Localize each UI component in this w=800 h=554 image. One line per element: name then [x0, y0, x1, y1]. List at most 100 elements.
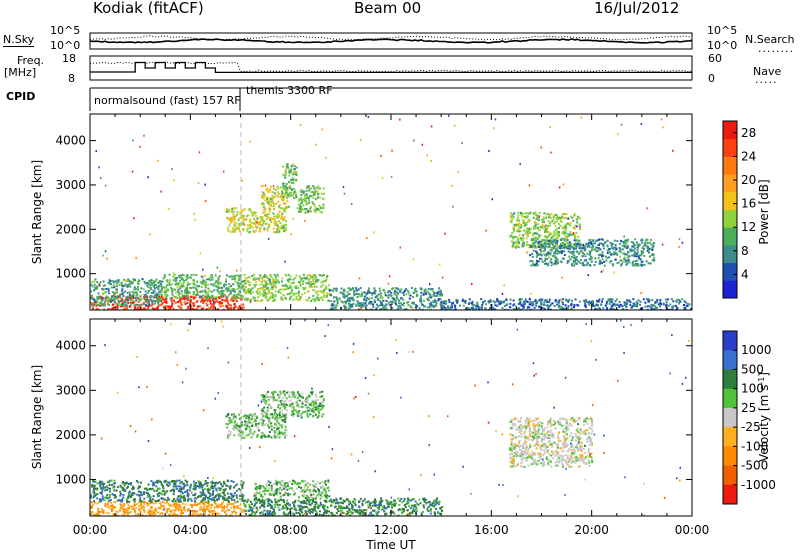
scatter-cell [544, 239, 547, 242]
scatter-cell [540, 300, 543, 303]
scatter-cell [512, 241, 515, 244]
scatter-cell [518, 234, 521, 237]
scatter-cell [538, 299, 541, 302]
scatter-cell [101, 483, 104, 486]
scatter-cell [517, 228, 520, 231]
scatter-cell [533, 213, 536, 216]
scatter-cell [222, 308, 225, 310]
scatter-cell [146, 299, 148, 301]
scatter-cell [332, 290, 335, 293]
scatter-cell [626, 262, 629, 265]
scatter-cell [565, 223, 568, 226]
scatter-cell [192, 296, 195, 299]
scatter-cell [233, 216, 236, 219]
scatter-cell [534, 264, 537, 267]
scatter-cell [203, 298, 206, 300]
scatter-cell [515, 224, 518, 227]
scatter-cell [165, 511, 168, 514]
power-heatmap [90, 114, 692, 310]
scatter-cell [242, 494, 245, 497]
scatter-cell [116, 291, 118, 294]
scatter-cell [522, 221, 525, 224]
scatter-cell [569, 244, 572, 246]
scatter-cell [184, 484, 187, 487]
scatter-cell [576, 244, 579, 247]
scatter-cell [262, 203, 265, 206]
scatter-cell [273, 273, 276, 276]
scatter-cell [194, 500, 196, 502]
scatter-cell [273, 215, 275, 218]
scatter-cell [330, 294, 333, 297]
scatter-cell [128, 294, 131, 297]
scatter-cell [93, 500, 96, 503]
scatter-cell [241, 214, 244, 217]
scatter-cell [375, 307, 378, 310]
scatter-cell [621, 308, 624, 310]
scatter-cell [434, 294, 437, 297]
scatter-cell [204, 482, 206, 485]
scatter-cell [220, 503, 223, 506]
scatter-cell [212, 303, 215, 306]
scatter-cell [569, 258, 572, 261]
scatter-cell [104, 504, 107, 507]
scatter-cell [113, 479, 116, 482]
scatter-cell [121, 504, 124, 507]
scatter-cell [635, 252, 638, 255]
scatter-cell [301, 201, 303, 204]
scatter-cell [601, 258, 604, 261]
scatter-cell [132, 498, 135, 501]
scatter-cell [189, 301, 192, 304]
scatter-cell [439, 289, 442, 292]
scatter-cell [660, 303, 662, 306]
scatter-cell [365, 293, 368, 296]
scatter-cell [154, 512, 157, 515]
scatter-cell [115, 282, 118, 285]
scatter-cell [167, 289, 170, 292]
scatter-cell [551, 240, 554, 243]
scatter-cell [206, 296, 208, 299]
scatter-cell [239, 291, 242, 294]
scatter-cell [129, 285, 132, 288]
scatter-cell [170, 283, 173, 286]
scatter-cell [207, 298, 210, 301]
scatter-cell [490, 306, 493, 309]
scatter-cell [157, 299, 160, 302]
scatter-cell [323, 288, 326, 291]
scatter-cell [213, 509, 216, 512]
scatter-cell [221, 509, 224, 512]
scatter-cell [268, 207, 271, 210]
scatter-cell [538, 305, 541, 308]
scatter-cell [531, 244, 534, 247]
scatter-cell [168, 498, 171, 501]
scatter-cell [267, 237, 270, 240]
scatter-cell [199, 491, 202, 494]
scatter-cell [650, 238, 653, 241]
scatter-cell [373, 289, 376, 292]
scatter-cell [112, 281, 115, 284]
scatter-cell [164, 286, 167, 289]
scatter-cell [419, 295, 422, 297]
scatter-cell [92, 496, 95, 499]
scatter-cell [273, 231, 276, 234]
scatter-cell [104, 496, 106, 499]
scatter-cell [394, 302, 397, 304]
scatter-cell [526, 212, 529, 215]
scatter-cell [146, 282, 149, 284]
scatter-cell [516, 230, 518, 233]
scatter-cell [131, 508, 133, 511]
scatter-cell [635, 241, 638, 244]
scatter-cell [296, 207, 299, 210]
scatter-cell [154, 481, 157, 484]
scatter-cell [513, 235, 516, 238]
scatter-cell [601, 300, 603, 303]
scatter-cell [169, 510, 172, 512]
scatter-cell [119, 494, 122, 497]
scatter-cell [160, 190, 162, 193]
scatter-cell [158, 295, 160, 298]
scatter-cell [428, 292, 431, 295]
scatter-cell [515, 241, 518, 244]
scatter-cell [419, 300, 422, 302]
scatter-cell [463, 301, 466, 304]
scatter-cell [142, 302, 145, 305]
scatter-cell [634, 260, 637, 263]
